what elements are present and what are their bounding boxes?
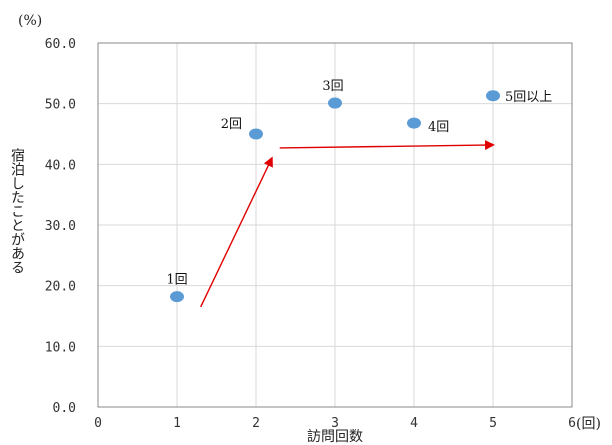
y-axis-title: 宿泊したことがある [9, 147, 25, 274]
y-tick-label: 0.0 [53, 401, 76, 416]
y-tick-label: 10.0 [45, 340, 76, 355]
y-tick-label: 20.0 [45, 280, 76, 295]
y-tick-label: 60.0 [45, 37, 76, 52]
x-tick-label: 6 [568, 416, 576, 431]
data-point [407, 117, 421, 129]
data-points [170, 90, 500, 303]
trend-arrow [200, 156, 273, 308]
x-tick-label: 2 [252, 416, 260, 431]
y-unit-label: (%) [18, 13, 42, 29]
y-tick-label: 40.0 [45, 158, 76, 173]
data-label: 5回以上 [505, 90, 552, 105]
x-tick-label: 5 [489, 416, 497, 431]
trend-arrow [279, 140, 495, 151]
y-tick-label: 50.0 [45, 98, 76, 113]
y-tick-labels: 0.0 10.0 20.0 30.0 40.0 50.0 60.0 [45, 37, 76, 416]
y-tick-label: 30.0 [45, 219, 76, 234]
data-point [328, 97, 342, 109]
data-point [486, 90, 500, 102]
data-point [170, 291, 184, 303]
x-tick-label: 1 [173, 416, 181, 431]
x-tick-labels: 0 1 2 3 4 5 6 [94, 416, 576, 431]
x-tick-label: 4 [410, 416, 418, 431]
data-label: 4回 [428, 120, 449, 135]
data-label: 3回 [322, 79, 343, 94]
x-unit-label: (回) [576, 416, 601, 432]
point-labels: 1回 2回 3回 4回 5回以上 [166, 79, 552, 288]
data-label: 2回 [221, 117, 242, 132]
x-tick-label: 0 [94, 416, 102, 431]
x-axis-title: 訪問回数 [307, 429, 363, 445]
x-tick-label: 3 [331, 416, 339, 431]
trend-arrows [200, 140, 495, 308]
data-label: 1回 [166, 273, 187, 288]
plot-frame [97, 42, 573, 408]
data-point [249, 128, 263, 140]
